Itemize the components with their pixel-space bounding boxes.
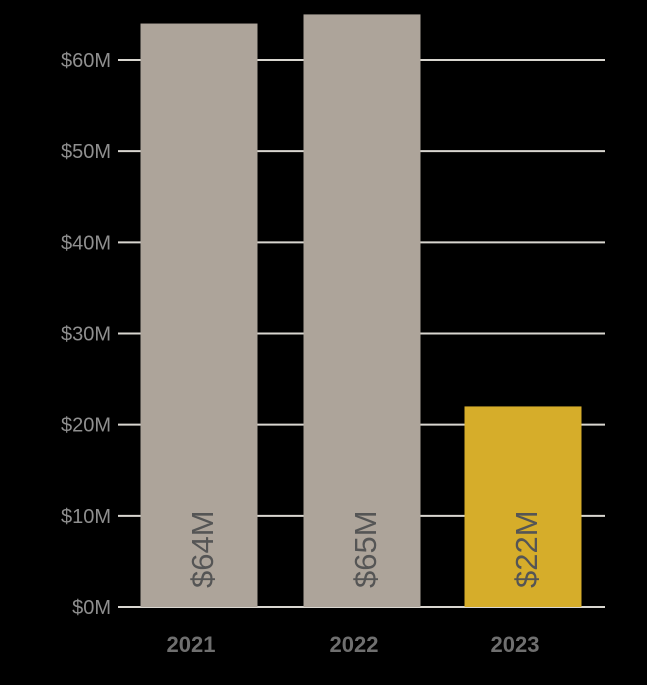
x-category-label: 2022: [330, 632, 379, 657]
bars: [140, 14, 582, 608]
x-category-label: 2023: [491, 632, 540, 657]
data-label-2023: $22M: [509, 510, 544, 588]
bar-2023: [464, 406, 582, 607]
y-tick-label: $20M: [61, 415, 111, 437]
x-category-label: 2021: [167, 632, 216, 657]
y-tick-label: $10M: [61, 506, 111, 528]
bar-2021: [140, 23, 258, 608]
y-tick-label: $60M: [61, 50, 111, 72]
y-tick-label: $40M: [61, 232, 111, 254]
bar-2022: [303, 14, 421, 607]
data-label-2022: $65M: [348, 510, 383, 588]
y-tick-label: $30M: [61, 324, 111, 346]
y-tick-label: $0M: [72, 597, 111, 619]
y-axis-tick-labels: $0M $10M $20M $30M $40M $50M $60M: [61, 50, 111, 619]
x-axis-category-labels: 2021 2022 2023: [167, 632, 540, 657]
bar-value-labels: $64M $65M $22M: [185, 510, 544, 588]
y-tick-label: $50M: [61, 141, 111, 163]
data-label-2021: $64M: [185, 510, 220, 588]
